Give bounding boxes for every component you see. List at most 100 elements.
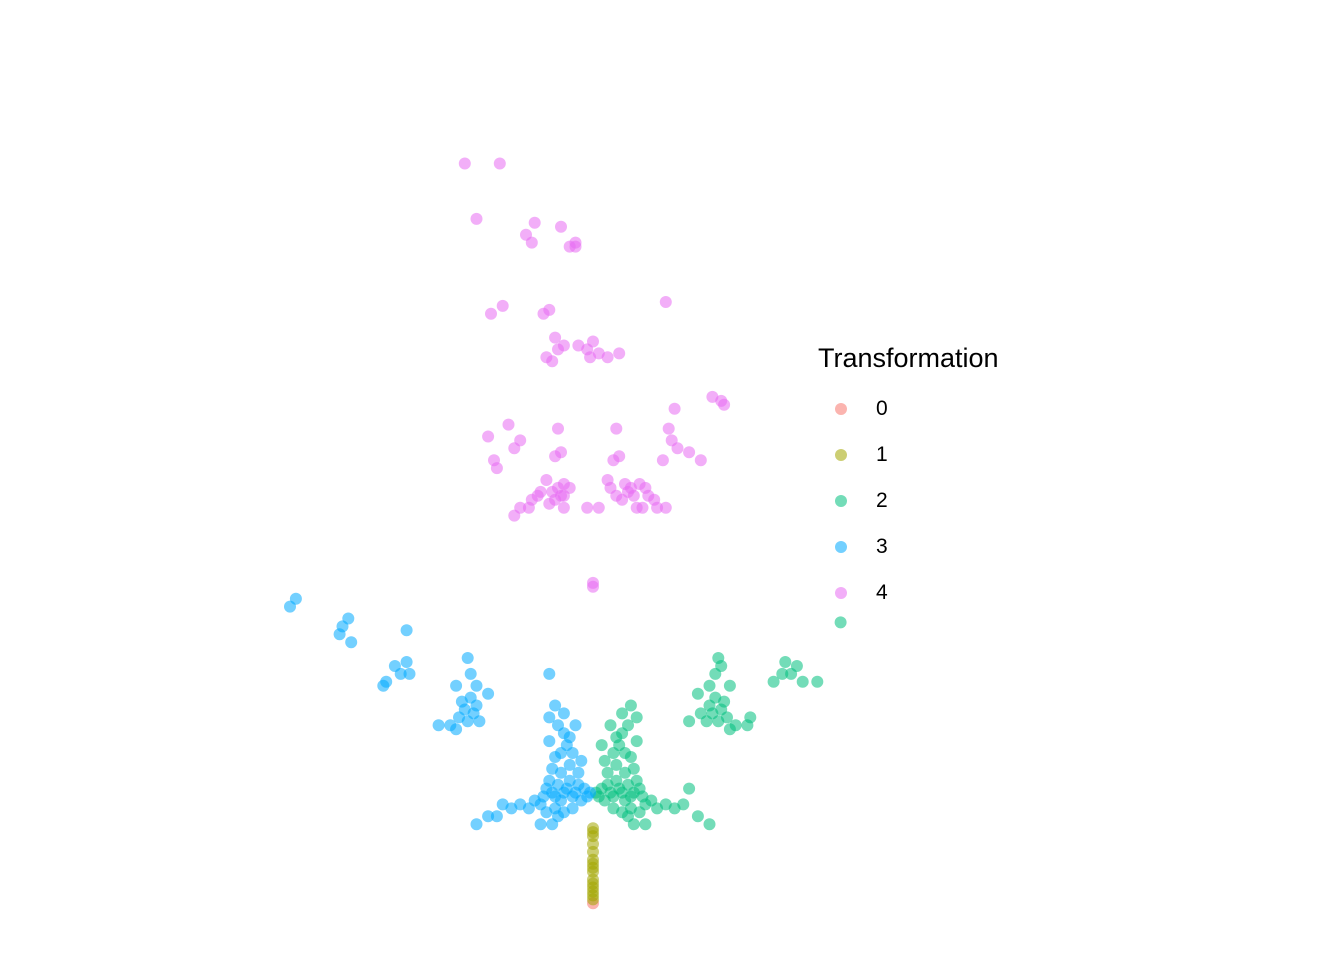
point-4-44 xyxy=(502,418,515,431)
legend-dot xyxy=(835,403,847,415)
point-3-32 xyxy=(470,818,483,831)
point-1-14 xyxy=(587,822,599,835)
point-3-73 xyxy=(342,612,355,625)
point-4-22 xyxy=(563,481,576,494)
point-2-52 xyxy=(718,695,731,708)
point-3-78 xyxy=(490,810,503,823)
point-3-56 xyxy=(444,719,457,732)
point-3-38 xyxy=(563,731,576,744)
point-3-77 xyxy=(543,667,556,680)
point-2-31 xyxy=(691,810,704,823)
legend-item-2: 2 xyxy=(818,478,1058,524)
point-4-50 xyxy=(662,422,675,435)
legend-label: 0 xyxy=(876,397,888,420)
point-4-69 xyxy=(587,335,599,348)
legend-label: 1 xyxy=(876,443,888,466)
point-4-38 xyxy=(610,422,623,435)
point-4-68 xyxy=(537,307,550,320)
point-4-60 xyxy=(584,351,597,364)
point-4-70 xyxy=(613,347,626,360)
point-4-76 xyxy=(528,216,541,229)
legend-item-1: 1 xyxy=(818,432,1058,478)
point-4-43 xyxy=(508,442,521,455)
point-2-46 xyxy=(604,719,617,732)
point-4-17 xyxy=(508,509,521,522)
point-4-51 xyxy=(668,402,681,415)
point-2-41 xyxy=(607,747,620,759)
legend-label: 4 xyxy=(876,581,888,604)
point-4-49 xyxy=(671,442,684,455)
point-3-61 xyxy=(482,687,495,700)
point-2-56 xyxy=(729,719,742,732)
point-4-79 xyxy=(555,220,567,233)
point-2-18 xyxy=(601,766,614,779)
point-2-62 xyxy=(683,715,696,728)
point-2-75 xyxy=(598,754,611,767)
series-3 xyxy=(284,592,597,831)
legend: Transformation 0 1 2 3 4 xyxy=(818,340,1058,616)
point-4-19 xyxy=(555,446,567,459)
point-4-61 xyxy=(572,339,585,352)
point-2-64 xyxy=(744,711,757,724)
point-3-43 xyxy=(543,711,556,724)
point-3-62 xyxy=(461,652,474,664)
point-2-39 xyxy=(630,735,643,748)
point-3-30 xyxy=(496,798,509,811)
point-3-25 xyxy=(540,806,553,819)
point-4-65 xyxy=(546,355,559,368)
point-2-25 xyxy=(633,806,646,819)
legend-key xyxy=(818,524,864,570)
point-2-61 xyxy=(691,687,704,700)
point-3-59 xyxy=(470,679,483,692)
point-4-75 xyxy=(470,212,483,225)
legend-item-3: 3 xyxy=(818,524,1058,570)
legend-key xyxy=(818,432,864,478)
point-4-3 xyxy=(592,501,605,514)
point-2-53 xyxy=(721,711,733,724)
point-4-1 xyxy=(587,576,599,589)
point-2-70 xyxy=(790,660,803,672)
point-2-76 xyxy=(595,739,608,752)
point-3-21 xyxy=(546,762,559,775)
data-points xyxy=(284,157,847,910)
legend-dot xyxy=(835,449,847,461)
point-3-68 xyxy=(377,679,390,692)
point-2-30 xyxy=(677,798,690,811)
point-3-64 xyxy=(400,656,413,668)
point-4-71 xyxy=(601,351,614,364)
point-4-66 xyxy=(549,331,562,344)
point-4-74 xyxy=(496,299,509,312)
series-4 xyxy=(458,157,731,593)
legend-label: 3 xyxy=(876,535,888,558)
point-4-84 xyxy=(493,157,506,170)
point-2-32 xyxy=(703,818,716,831)
point-3-37 xyxy=(552,719,564,732)
legend-item-4: 4 xyxy=(818,570,1058,616)
point-4-41 xyxy=(636,501,649,514)
legend-dot xyxy=(835,541,847,553)
point-3-46 xyxy=(569,719,582,732)
legend-key xyxy=(818,570,864,616)
point-4-35 xyxy=(659,501,672,514)
point-3-66 xyxy=(388,660,401,672)
point-4-57 xyxy=(718,398,731,411)
point-4-11 xyxy=(540,474,553,486)
legend-dot xyxy=(835,587,847,599)
point-4-47 xyxy=(488,454,500,467)
point-4-37 xyxy=(607,454,620,467)
point-3-57 xyxy=(432,719,445,732)
point-3-79 xyxy=(534,818,547,831)
point-2-78 xyxy=(683,782,696,795)
point-3-19 xyxy=(563,758,576,771)
point-2-58 xyxy=(723,679,736,692)
point-2-42 xyxy=(624,751,637,763)
point-2-74 xyxy=(834,616,847,629)
point-2-44 xyxy=(616,707,629,720)
point-2-72 xyxy=(767,675,780,688)
point-3-75 xyxy=(284,600,296,613)
point-2-19 xyxy=(610,758,623,771)
point-3-34 xyxy=(546,818,559,831)
point-3-52 xyxy=(455,695,468,708)
point-2-63 xyxy=(694,707,707,720)
point-2-67 xyxy=(776,667,789,680)
